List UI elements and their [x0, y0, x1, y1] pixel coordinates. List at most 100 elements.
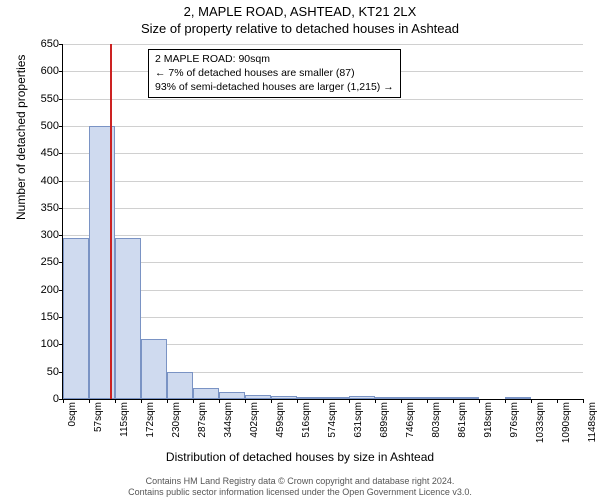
xtick-mark	[531, 399, 532, 403]
xtick-mark	[141, 399, 142, 403]
annotation-line: ← 7% of detached houses are smaller (87)	[155, 66, 394, 80]
annotation-box: 2 MAPLE ROAD: 90sqm← 7% of detached hous…	[148, 49, 401, 98]
xtick-label: 746sqm	[405, 402, 416, 438]
xtick-label: 402sqm	[249, 402, 260, 438]
histogram-bar	[141, 339, 167, 399]
property-marker-line	[110, 44, 112, 399]
gridline-horizontal	[63, 235, 583, 236]
title-sub: Size of property relative to detached ho…	[0, 19, 600, 36]
xtick-mark	[323, 399, 324, 403]
chart-area: 0501001502002503003504004505005506006500…	[62, 44, 582, 399]
xtick-mark	[557, 399, 558, 403]
footer-attribution: Contains HM Land Registry data © Crown c…	[0, 476, 600, 498]
gridline-horizontal	[63, 181, 583, 182]
histogram-bar	[63, 238, 89, 399]
annotation-line: 93% of semi-detached houses are larger (…	[155, 80, 394, 94]
xtick-label: 516sqm	[301, 402, 312, 438]
ytick-mark	[59, 44, 63, 45]
histogram-bar	[453, 397, 479, 399]
ytick-label: 50	[29, 366, 59, 378]
title-main: 2, MAPLE ROAD, ASHTEAD, KT21 2LX	[0, 0, 600, 19]
plot-region: 0501001502002503003504004505005506006500…	[62, 44, 583, 400]
xtick-mark	[375, 399, 376, 403]
xtick-mark	[245, 399, 246, 403]
xtick-mark	[401, 399, 402, 403]
histogram-bar	[323, 397, 349, 399]
xtick-label: 459sqm	[275, 402, 286, 438]
xtick-mark	[167, 399, 168, 403]
xtick-mark	[427, 399, 428, 403]
ytick-label: 550	[29, 93, 59, 105]
ytick-label: 450	[29, 147, 59, 159]
xtick-label: 574sqm	[327, 402, 338, 438]
xtick-mark	[63, 399, 64, 403]
footer-line-1: Contains HM Land Registry data © Crown c…	[0, 476, 600, 487]
xtick-mark	[115, 399, 116, 403]
xtick-label: 230sqm	[171, 402, 182, 438]
ytick-label: 650	[29, 38, 59, 50]
xtick-mark	[349, 399, 350, 403]
xtick-label: 344sqm	[223, 402, 234, 438]
histogram-bar	[401, 397, 427, 399]
histogram-bar	[297, 397, 323, 399]
xtick-label: 1090sqm	[561, 402, 572, 443]
gridline-horizontal	[63, 290, 583, 291]
ytick-label: 0	[29, 393, 59, 405]
ytick-label: 400	[29, 175, 59, 187]
ytick-label: 600	[29, 65, 59, 77]
xtick-label: 115sqm	[119, 402, 130, 437]
xtick-label: 689sqm	[379, 402, 390, 438]
gridline-horizontal	[63, 153, 583, 154]
xtick-mark	[271, 399, 272, 403]
ytick-label: 300	[29, 229, 59, 241]
gridline-horizontal	[63, 317, 583, 318]
ytick-label: 500	[29, 120, 59, 132]
ytick-label: 100	[29, 338, 59, 350]
ytick-mark	[59, 153, 63, 154]
ytick-mark	[59, 208, 63, 209]
ytick-label: 250	[29, 256, 59, 268]
xtick-label: 631sqm	[353, 402, 364, 438]
ytick-mark	[59, 71, 63, 72]
histogram-bar	[271, 396, 297, 399]
histogram-bar	[427, 397, 453, 399]
xtick-mark	[505, 399, 506, 403]
xtick-mark	[89, 399, 90, 403]
xtick-mark	[219, 399, 220, 403]
xtick-mark	[297, 399, 298, 403]
xtick-label: 57sqm	[93, 402, 104, 432]
ytick-label: 350	[29, 202, 59, 214]
footer-line-2: Contains public sector information licen…	[0, 487, 600, 498]
xtick-label: 287sqm	[197, 402, 208, 438]
ytick-mark	[59, 235, 63, 236]
ytick-label: 200	[29, 284, 59, 296]
xtick-label: 0sqm	[67, 402, 78, 426]
histogram-bar	[245, 395, 271, 399]
xtick-mark	[583, 399, 584, 403]
histogram-bar	[219, 392, 245, 399]
histogram-bar	[193, 388, 219, 399]
xtick-mark	[453, 399, 454, 403]
gridline-horizontal	[63, 262, 583, 263]
x-axis-label: Distribution of detached houses by size …	[0, 450, 600, 464]
histogram-bar	[115, 238, 141, 399]
gridline-horizontal	[63, 99, 583, 100]
xtick-label: 803sqm	[431, 402, 442, 438]
xtick-label: 1148sqm	[587, 402, 598, 442]
xtick-label: 918sqm	[483, 402, 494, 438]
xtick-mark	[193, 399, 194, 403]
xtick-label: 976sqm	[509, 402, 520, 438]
xtick-label: 1033sqm	[535, 402, 546, 443]
histogram-bar	[375, 397, 401, 399]
gridline-horizontal	[63, 44, 583, 45]
histogram-bar	[505, 397, 531, 399]
xtick-mark	[479, 399, 480, 403]
histogram-bar	[167, 372, 193, 399]
gridline-horizontal	[63, 208, 583, 209]
annotation-line: 2 MAPLE ROAD: 90sqm	[155, 52, 394, 66]
ytick-mark	[59, 126, 63, 127]
xtick-label: 861sqm	[457, 402, 468, 438]
xtick-label: 172sqm	[145, 402, 156, 438]
histogram-bar	[349, 396, 375, 399]
y-axis-label: Number of detached properties	[14, 55, 28, 220]
